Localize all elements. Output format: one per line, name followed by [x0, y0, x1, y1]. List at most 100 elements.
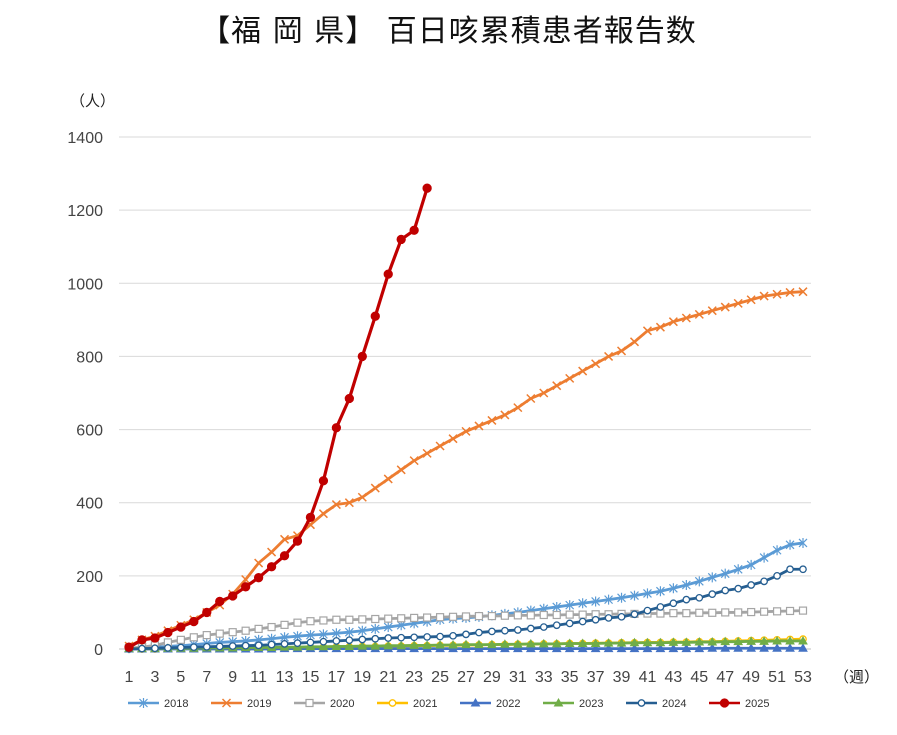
- x-tick-label: 53: [794, 669, 812, 686]
- data-point: [526, 624, 535, 633]
- data-point: [344, 498, 354, 508]
- series-line: [128, 187, 429, 649]
- data-point: [590, 643, 601, 653]
- legend-item: 2020: [294, 698, 354, 710]
- data-point: [470, 697, 481, 707]
- data-point: [565, 373, 575, 383]
- data-point: [475, 628, 483, 637]
- data-point: [655, 586, 665, 597]
- data-point: [357, 641, 368, 650]
- legend-label: 2019: [247, 698, 271, 710]
- x-tick-label: 23: [405, 669, 423, 686]
- data-point: [785, 635, 795, 645]
- data-point: [656, 603, 665, 611]
- data-point: [384, 634, 393, 642]
- data-point: [565, 610, 574, 619]
- data-point: [590, 638, 601, 648]
- data-point: [578, 610, 587, 619]
- data-point: [150, 633, 160, 643]
- data-point: [720, 636, 731, 646]
- data-point: [371, 634, 380, 643]
- data-point: [423, 633, 431, 641]
- data-point: [396, 640, 407, 650]
- data-point: [591, 615, 600, 624]
- data-point: [707, 637, 718, 646]
- x-tick-label: 17: [327, 669, 345, 686]
- data-point: [603, 638, 614, 647]
- x-tick-label: 13: [276, 669, 294, 686]
- data-point: [189, 643, 198, 652]
- data-point: [564, 643, 575, 653]
- data-point: [720, 302, 730, 312]
- data-point: [461, 639, 471, 649]
- data-point: [643, 588, 652, 599]
- data-point: [773, 572, 781, 580]
- data-point: [798, 537, 808, 548]
- data-point: [397, 633, 406, 642]
- data-point: [642, 326, 652, 336]
- data-point: [383, 640, 394, 650]
- data-point: [462, 630, 470, 639]
- data-point: [707, 572, 717, 583]
- data-point: [707, 643, 718, 652]
- data-point: [733, 298, 743, 308]
- series-2025: [124, 183, 432, 652]
- data-point: [189, 616, 199, 627]
- data-point: [344, 641, 355, 650]
- data-point: [733, 564, 743, 575]
- data-point: [176, 635, 185, 644]
- data-point: [139, 698, 148, 708]
- y-tick-label: 1400: [67, 130, 103, 147]
- legend-item: 2021: [377, 698, 437, 710]
- series-2024: [125, 565, 807, 653]
- x-tick-label: 51: [768, 669, 786, 686]
- data-point: [318, 629, 328, 640]
- x-tick-label: 47: [716, 669, 734, 686]
- x-tick-label: 31: [509, 669, 527, 686]
- data-point: [785, 643, 795, 652]
- data-point: [798, 606, 808, 615]
- legend: 2018 2019 2020 2021 2022 2023 2024 2025: [128, 697, 769, 710]
- data-point: [124, 642, 134, 652]
- data-point: [747, 581, 756, 589]
- data-point: [370, 311, 380, 321]
- x-tick-label: 9: [228, 669, 237, 686]
- data-point: [474, 639, 484, 649]
- data-point: [642, 643, 653, 653]
- data-point: [746, 559, 756, 570]
- data-point: [488, 627, 496, 636]
- data-point: [500, 611, 509, 620]
- data-point: [746, 643, 757, 652]
- data-point: [383, 474, 393, 484]
- data-point: [616, 643, 627, 653]
- data-point: [629, 337, 640, 347]
- data-point: [202, 631, 211, 640]
- y-axis-unit-label: （人）: [70, 92, 115, 110]
- data-point: [215, 629, 224, 638]
- data-point: [371, 614, 380, 624]
- data-point: [409, 640, 420, 649]
- data-point: [759, 552, 769, 563]
- data-point: [734, 608, 743, 617]
- data-point: [254, 624, 263, 633]
- data-point: [604, 614, 613, 622]
- data-point: [760, 577, 768, 586]
- data-point: [357, 492, 367, 502]
- data-point: [591, 596, 601, 607]
- data-point: [668, 637, 679, 646]
- data-point: [681, 580, 691, 590]
- data-point: [306, 638, 315, 647]
- data-point: [305, 512, 316, 522]
- data-point: [553, 697, 564, 707]
- data-point: [266, 562, 277, 572]
- data-point: [799, 565, 807, 574]
- data-point: [487, 639, 497, 649]
- gridlines: [119, 136, 811, 577]
- data-point: [318, 476, 329, 486]
- y-tick-label: 200: [76, 569, 103, 586]
- x-tick-label: 33: [535, 669, 553, 686]
- data-point: [151, 644, 159, 653]
- data-point: [254, 641, 263, 650]
- data-point: [655, 637, 666, 647]
